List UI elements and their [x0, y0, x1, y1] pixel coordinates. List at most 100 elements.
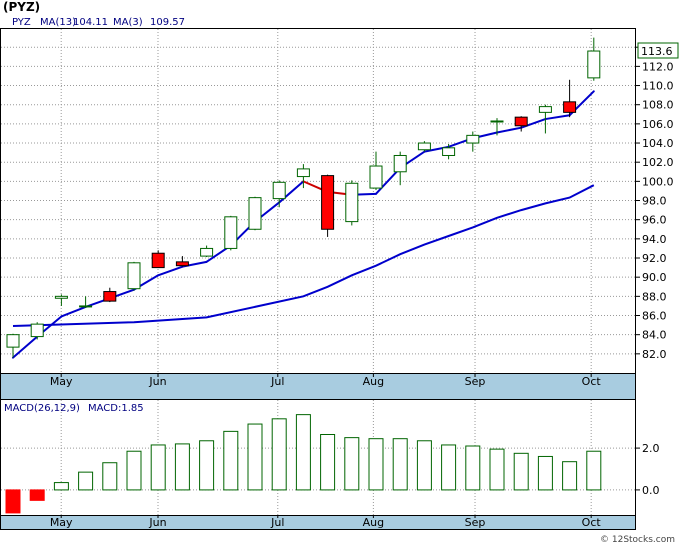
candle-body [79, 305, 93, 308]
candles [6, 37, 601, 358]
month-label: Jun [148, 516, 166, 529]
legend-ma13-value: 104.11 [73, 17, 108, 28]
macd-bar [489, 448, 505, 491]
price-y-tick-label: 98.0 [642, 195, 667, 208]
candle-body [587, 50, 601, 79]
month-label: Oct [582, 516, 602, 529]
candle-body [442, 147, 456, 156]
candle-body [514, 116, 528, 127]
last-price-label: 113.6 [641, 45, 673, 58]
legend-ticker: PYZ [12, 17, 31, 28]
macd-bar [53, 482, 69, 491]
candle-body [200, 247, 214, 257]
price-y-tick-label: 112.0 [642, 60, 674, 73]
month-label: May [50, 516, 73, 529]
ma3-line-segment [12, 335, 39, 359]
month-label: Aug [363, 375, 384, 388]
month-label: Oct [582, 375, 602, 388]
ma3-line-segment [544, 114, 571, 121]
watermark: © 12Stocks.com [600, 535, 675, 545]
price-y-tick-label: 88.0 [642, 290, 667, 303]
price-y-tick-label: 108.0 [642, 99, 674, 112]
macd-bar [78, 471, 94, 491]
macd-bar [247, 423, 263, 491]
macd-bar [344, 437, 360, 491]
price-axis-band [0, 373, 636, 400]
candle-body [393, 154, 407, 173]
candle-body [224, 216, 238, 249]
last-price-box [637, 42, 679, 59]
candle-body [538, 106, 552, 113]
legend-ma13-label: MA(13) [40, 17, 76, 28]
macd-bar [223, 430, 239, 491]
macd-y-tick-label: 2.0 [642, 442, 660, 455]
macd-bar [126, 450, 142, 491]
candle-body [103, 291, 117, 302]
candle-body [417, 142, 431, 151]
macd-bar [368, 438, 384, 491]
macd-bar [441, 444, 457, 491]
price-y-tick-label: 110.0 [642, 80, 674, 93]
candle-body [175, 261, 189, 267]
month-labels-price: May Jun Jul Aug Sep Oct [50, 373, 602, 388]
macd-bar [102, 462, 118, 491]
macd-bar [562, 461, 578, 491]
ma3-line-segment [157, 265, 184, 277]
month-label: Sep [465, 375, 486, 388]
candle-body [345, 182, 359, 223]
candle-body [563, 101, 577, 113]
candle-body [272, 181, 286, 200]
macd-y-tick-label: 0.0 [642, 484, 660, 497]
month-label: Aug [363, 516, 384, 529]
macd-bar [537, 455, 553, 491]
price-y-tick-label: 100.0 [642, 175, 674, 188]
month-label: Jun [148, 375, 166, 388]
ma3-line-segment [496, 126, 523, 134]
price-y-tick-label: 86.0 [642, 310, 667, 323]
macd-panel [0, 399, 636, 516]
candle-body [54, 295, 68, 299]
macd-bar [465, 445, 481, 491]
price-y-tick-label: 94.0 [642, 233, 667, 246]
macd-legend-value: MACD:1.85 [88, 403, 144, 414]
price-y-tick-label: 90.0 [642, 271, 667, 284]
price-y-tick-label: 92.0 [642, 252, 667, 265]
ma3-line-segment [60, 305, 87, 318]
candle-body [248, 197, 262, 230]
price-y-tick-label: 82.0 [642, 348, 667, 361]
candle-body [490, 120, 504, 123]
candle-body [466, 134, 480, 144]
macd-legend-label: MACD(26,12,9) [4, 403, 80, 414]
macd-bars [5, 414, 602, 514]
last-price-tag: 113.6 [637, 42, 679, 59]
macd-bar [416, 440, 432, 491]
price-y-tick-label: 102.0 [642, 156, 674, 169]
macd-bar [586, 450, 602, 491]
candle-body [296, 168, 310, 178]
macd-bar [150, 444, 166, 491]
candle-body [30, 323, 44, 338]
candle-body [321, 175, 335, 230]
macd-bar [392, 438, 408, 491]
candle-body [369, 165, 383, 189]
price-y-tick-label: 84.0 [642, 329, 667, 342]
month-label: Jul [270, 516, 284, 529]
macd-bar [5, 489, 21, 514]
ma13-line [12, 184, 595, 327]
candle-body [151, 252, 165, 269]
macd-bar [174, 443, 190, 491]
price-y-tick-label: 96.0 [642, 214, 667, 227]
chart-title: (PYZ) [3, 0, 40, 14]
legend-ma3-label: MA(3) [113, 17, 143, 28]
month-label: Sep [465, 516, 486, 529]
month-label: May [50, 375, 73, 388]
macd-bar [29, 489, 45, 501]
macd-axis-band [0, 515, 636, 530]
macd-bar [199, 440, 215, 491]
price-panel [0, 28, 636, 374]
macd-y-axis: 0.0 2.0 [636, 442, 660, 497]
legend-ma3-value: 109.57 [150, 17, 185, 28]
price-y-tick-label: 106.0 [642, 118, 674, 131]
